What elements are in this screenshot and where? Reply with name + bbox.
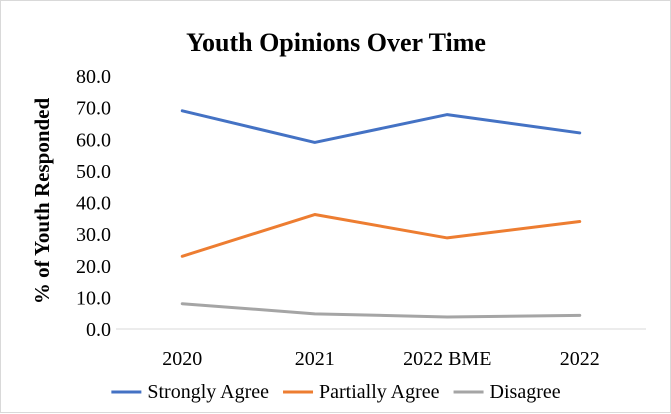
legend: Strongly Agree Partially Agree Disagree (111, 381, 561, 403)
y-tick-label: 20.0 (76, 256, 111, 278)
y-tick-label: 40.0 (76, 193, 111, 215)
legend-label-strongly-agree: Strongly Agree (147, 381, 269, 403)
y-tick-label: 30.0 (76, 224, 111, 246)
tick-labels: 0.0 10.0 20.0 30.0 40.0 50.0 60.0 70.0 80.0 2020 2… (76, 66, 600, 370)
series-line-disagree (180, 302, 582, 319)
legend-label-partially-agree: Partially Agree (319, 381, 440, 403)
series-lines (180, 109, 582, 319)
y-tick-label: 50.0 (76, 161, 111, 183)
y-tick-label: 70.0 (76, 98, 111, 120)
y-tick-label: 80.0 (76, 66, 111, 88)
legend-label-disagree: Disagree (490, 381, 561, 403)
series-line-partially-agree (180, 213, 582, 258)
y-tick-label: 0.0 (86, 319, 111, 341)
y-axis-label: % of Youth Responded (30, 98, 54, 305)
x-tick-label: 2022 (560, 348, 600, 370)
y-tick-label: 10.0 (76, 287, 111, 309)
x-tick-label: 2022 BME (403, 348, 491, 370)
series-line-strongly-agree (180, 109, 582, 144)
x-tick-label: 2020 (162, 348, 202, 370)
y-tick-label: 60.0 (76, 129, 111, 151)
chart-title: Youth Opinions Over Time (186, 28, 486, 57)
x-tick-label: 2021 (295, 348, 335, 370)
